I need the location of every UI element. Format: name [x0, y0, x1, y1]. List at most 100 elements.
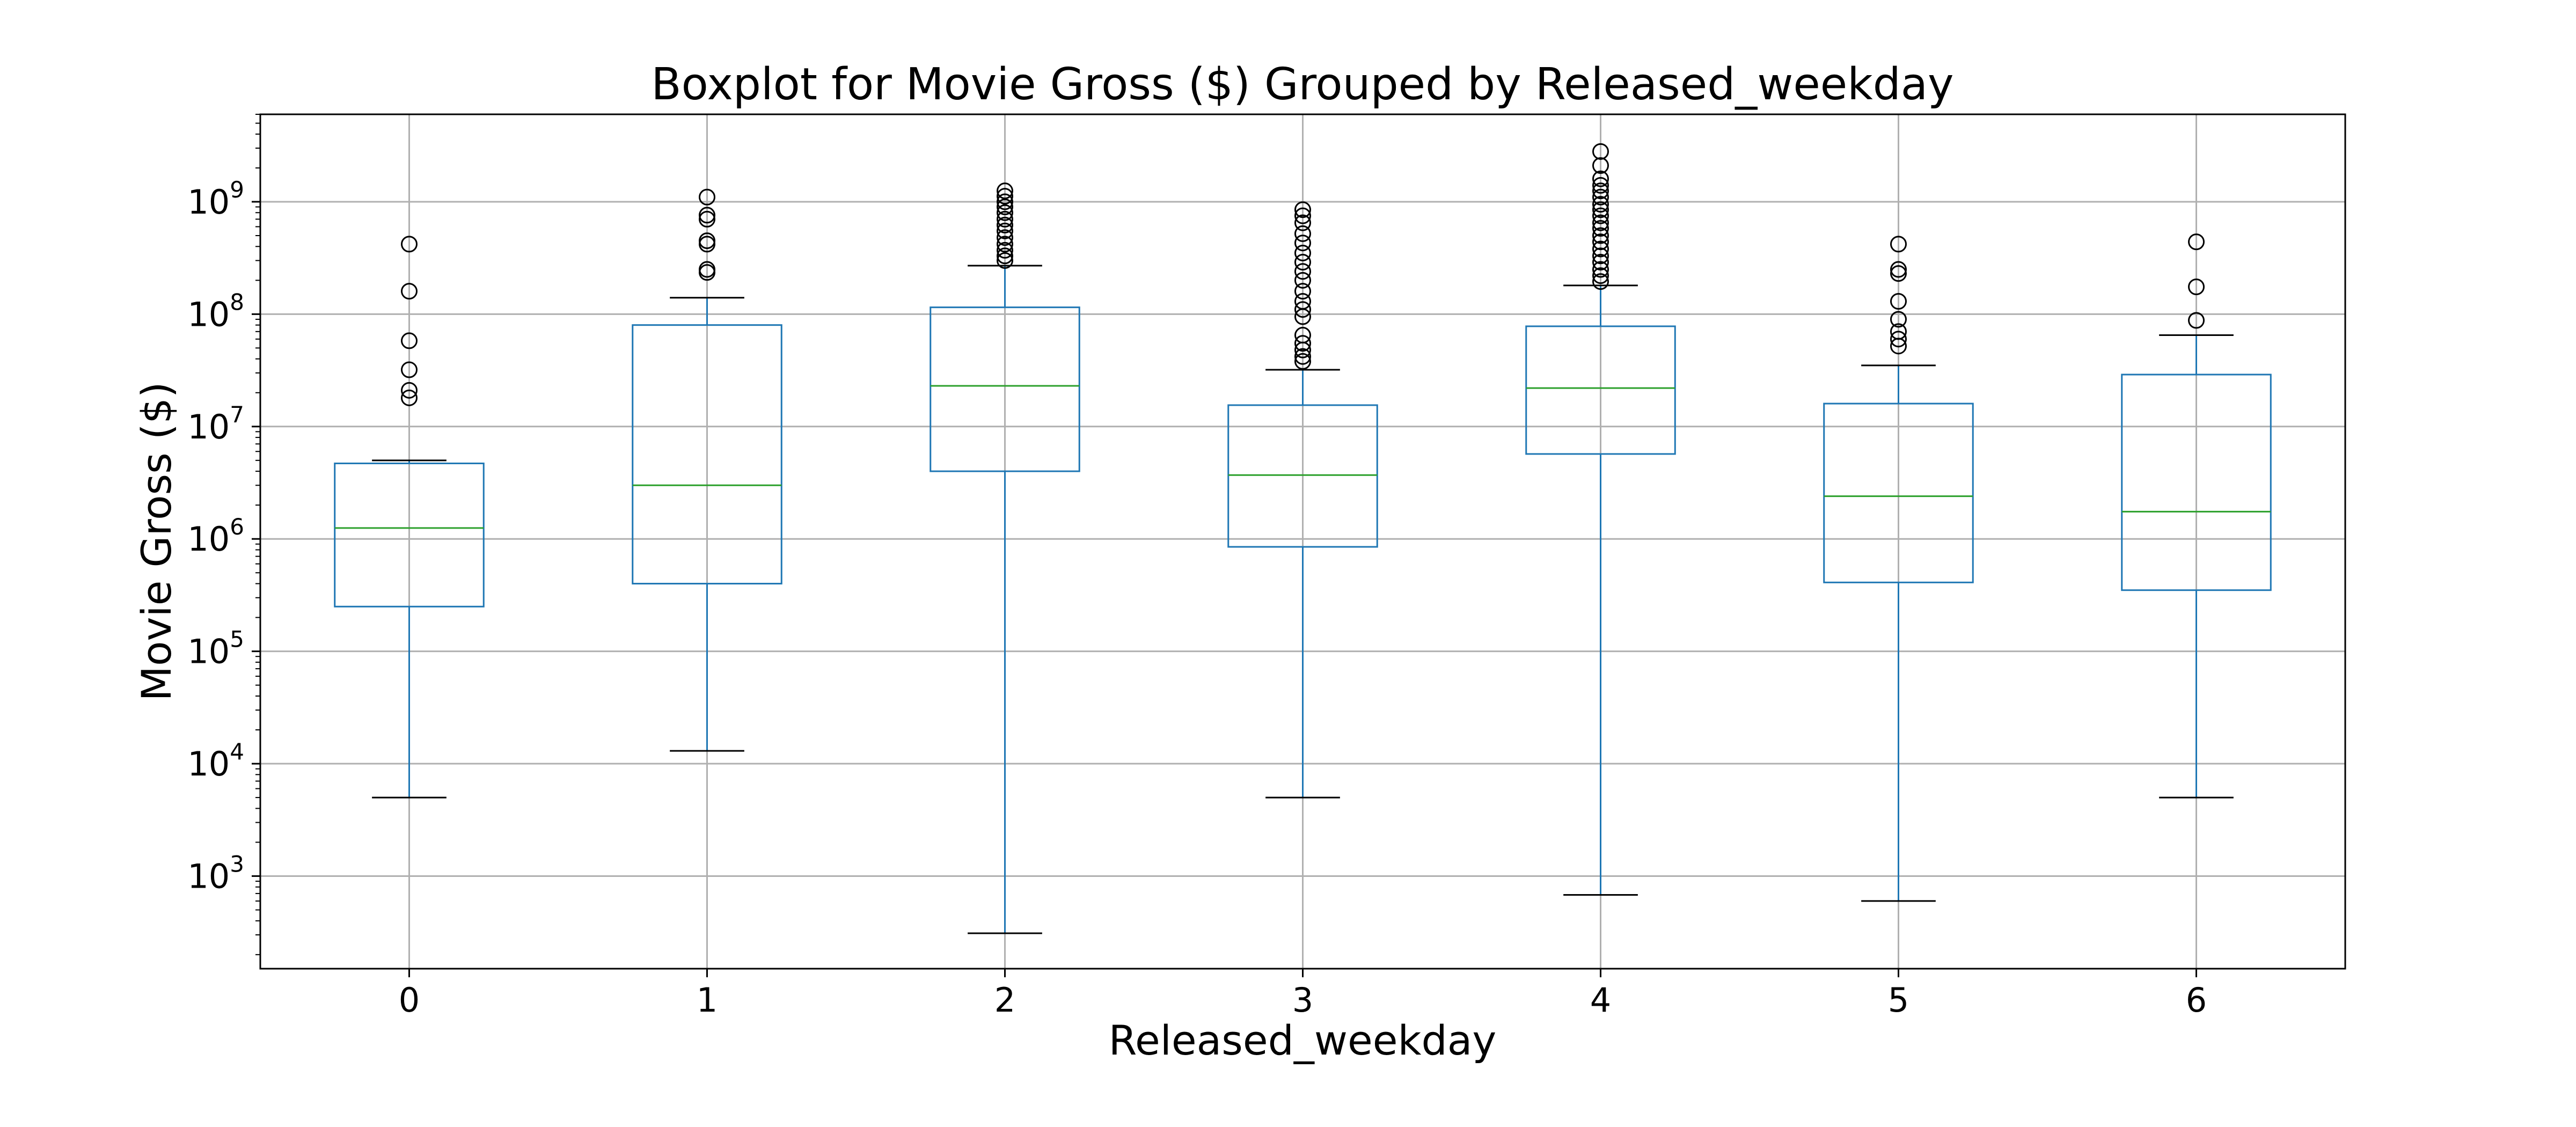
outlier-point: [997, 247, 1013, 265]
x-tick-label: 2: [994, 980, 1015, 1020]
outlier-point: [997, 204, 1013, 221]
y-axis-label: Movie Gross ($): [133, 382, 180, 701]
outlier-point: [997, 236, 1013, 253]
x-tick-label: 3: [1292, 980, 1313, 1020]
outlier-point: [699, 210, 715, 228]
box-group-4: [1525, 143, 1676, 896]
x-tick-label: 4: [1590, 980, 1611, 1020]
outlier-point: [1890, 331, 1907, 348]
outlier-point: [1890, 338, 1907, 355]
outlier-point: [1592, 261, 1609, 278]
outlier-point: [1890, 265, 1907, 282]
axis-ticks: 0 1 2 3 4 5 6 103 104 105 106 107 108 109: [187, 114, 2207, 1020]
outlier-point: [1592, 233, 1609, 251]
outlier-point: [401, 332, 418, 349]
outlier-point: [1592, 196, 1609, 213]
outlier-point: [997, 252, 1013, 269]
x-axis-label: Released_weekday: [1109, 1016, 1497, 1064]
outlier-point: [1592, 214, 1609, 231]
outlier-point: [1890, 311, 1907, 328]
outlier-point: [1890, 293, 1907, 310]
outlier-point: [997, 188, 1013, 205]
x-tick-label: 6: [2186, 980, 2207, 1020]
outlier-point: [1890, 261, 1907, 278]
outlier-point: [1294, 207, 1311, 224]
outlier-point: [997, 241, 1013, 259]
outlier-point: [699, 264, 715, 281]
outlier-point: [1294, 301, 1311, 318]
y-tick-label: 109: [187, 177, 244, 222]
outlier-point: [1592, 157, 1609, 174]
outlier-point: [1294, 348, 1311, 365]
iqr-box: [1823, 402, 1974, 583]
y-tick-label: 106: [187, 514, 244, 559]
outlier-point: [1592, 247, 1609, 265]
outlier-point: [699, 236, 715, 253]
outlier-point: [1294, 244, 1311, 261]
outlier-point: [1592, 207, 1609, 224]
outlier-point: [997, 222, 1013, 239]
outlier-point: [1294, 235, 1311, 252]
box-group-5: [1823, 236, 1974, 902]
outlier-point: [1294, 201, 1311, 218]
x-tick-label: 1: [697, 980, 718, 1020]
outlier-point: [1592, 188, 1609, 206]
outlier-point: [1592, 177, 1609, 194]
outlier-point: [997, 229, 1013, 246]
outlier-point: [1294, 263, 1311, 280]
outlier-point: [997, 193, 1013, 210]
outlier-point: [1592, 267, 1609, 284]
iqr-box: [1525, 325, 1676, 455]
iqr-box: [930, 306, 1080, 472]
outlier-point: [1294, 308, 1311, 325]
box-group-2: [930, 182, 1080, 934]
outlier-point: [1592, 227, 1609, 244]
box-group-3: [1227, 201, 1378, 799]
outlier-point: [1294, 335, 1311, 352]
outlier-point: [699, 188, 715, 206]
outlier-point: [1592, 240, 1609, 258]
outlier-point: [2188, 312, 2205, 329]
outlier-point: [997, 210, 1013, 228]
y-tick-label: 107: [187, 401, 244, 447]
outlier-point: [1294, 283, 1311, 300]
box-group-6: [2121, 233, 2272, 799]
outlier-point: [699, 207, 715, 224]
iqr-box: [1227, 404, 1378, 548]
outlier-point: [401, 382, 418, 399]
outlier-point: [1592, 170, 1609, 187]
outlier-point: [1294, 353, 1311, 370]
outlier-point: [401, 283, 418, 300]
outlier-point: [1592, 220, 1609, 237]
y-tick-label: 104: [187, 738, 244, 784]
outlier-point: [1294, 225, 1311, 242]
outlier-point: [1294, 254, 1311, 271]
outlier-point: [1890, 236, 1907, 253]
outlier-point: [1592, 182, 1609, 200]
x-tick-label: 0: [399, 980, 420, 1020]
outlier-point: [401, 361, 418, 378]
outlier-point: [1294, 272, 1311, 289]
outlier-point: [1592, 273, 1609, 290]
y-tick-label: 105: [187, 626, 244, 671]
outlier-point: [401, 236, 418, 253]
outlier-point: [1592, 254, 1609, 271]
outlier-point: [2188, 278, 2205, 295]
outlier-point: [1592, 143, 1609, 160]
y-tick-label: 103: [187, 851, 244, 896]
outlier-point: [997, 216, 1013, 233]
outlier-point: [997, 199, 1013, 216]
outlier-point: [2188, 233, 2205, 251]
chart-title: Boxplot for Movie Gross ($) Grouped by R…: [651, 59, 1953, 110]
y-tick-label: 108: [187, 289, 244, 334]
box-series: [334, 143, 2272, 934]
x-tick-label: 5: [1888, 980, 1909, 1020]
box-group-0: [334, 236, 485, 799]
iqr-box: [2121, 374, 2272, 591]
outlier-point: [1294, 214, 1311, 231]
iqr-box: [334, 462, 485, 608]
box-group-1: [632, 188, 782, 752]
iqr-box: [632, 324, 782, 585]
